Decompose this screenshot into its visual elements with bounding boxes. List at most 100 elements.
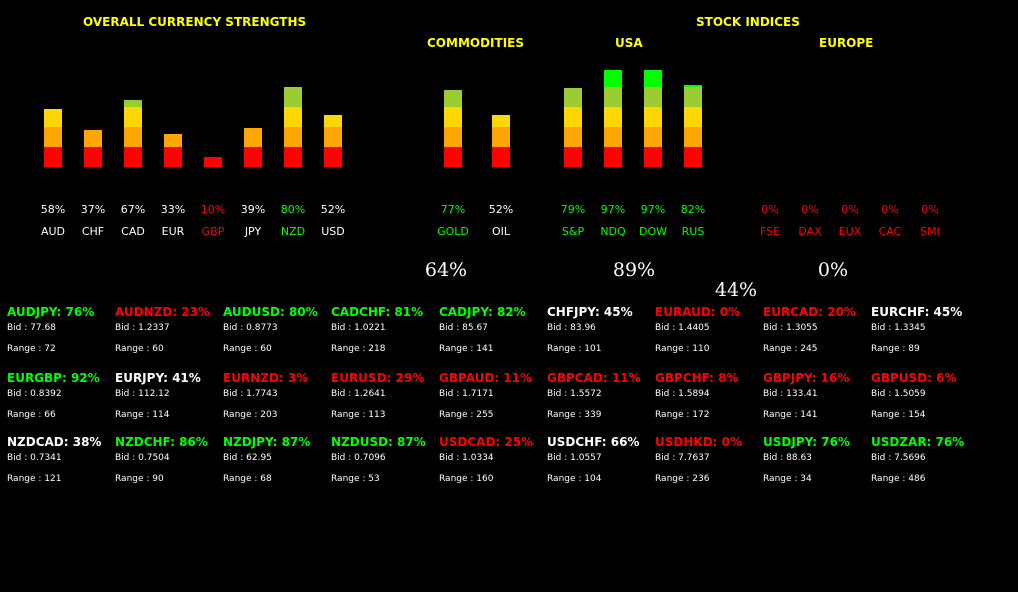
pair-range: Range : 53 — [331, 474, 380, 484]
strength-percent-eux: 0% — [841, 203, 859, 216]
currency-pair-cadchf: CADCHF: 81% Bid : 1.0221 Range : 218 — [331, 305, 439, 354]
pair-range: Range : 236 — [655, 474, 710, 484]
currency-pair-eurusd: EURUSD: 29% Bid : 1.2641 Range : 113 — [331, 371, 439, 420]
category-label-usd: USD — [321, 225, 345, 238]
bar-segment-rus — [684, 147, 702, 167]
strength-percent-rus: 82% — [680, 203, 706, 216]
pair-name: USDJPY: 76% — [763, 435, 850, 449]
pair-bid: Bid : 112.12 — [115, 389, 170, 399]
category-label-eux: EUX — [838, 225, 862, 238]
bar-segment-gold — [444, 107, 462, 127]
pair-name: AUDUSD: 80% — [223, 305, 318, 319]
pair-name: EURNZD: 3% — [223, 371, 309, 385]
pair-name: USDZAR: 76% — [871, 435, 965, 449]
strength-percent-cad: 67% — [120, 203, 146, 216]
currency-pair-eurchf: EURCHF: 45% Bid : 1.3345 Range : 89 — [871, 305, 979, 354]
strength-percent-nzd: 80% — [280, 203, 306, 216]
strength-percent-chf: 37% — [80, 203, 106, 216]
currency-pair-usdcad: USDCAD: 25% Bid : 1.0334 Range : 160 — [439, 435, 547, 484]
strength-percent-cac: 0% — [881, 203, 899, 216]
currency-pair-usdjpy: USDJPY: 76% Bid : 88.63 Range : 34 — [763, 435, 871, 484]
strength-percent-usd: 52% — [320, 203, 346, 216]
category-label-gbp: GBP — [201, 225, 225, 238]
bar-segment-ndq — [604, 70, 622, 87]
commodities-summary: 64% — [424, 259, 468, 281]
pair-bid: Bid : 0.8773 — [223, 323, 278, 333]
strength-percent-ndq: 97% — [600, 203, 626, 216]
pair-bid: Bid : 7.5696 — [871, 453, 926, 463]
pair-bid: Bid : 0.7504 — [115, 453, 170, 463]
currency-pair-nzdchf: NZDCHF: 86% Bid : 0.7504 Range : 90 — [115, 435, 223, 484]
category-label-sp: S&P — [561, 225, 585, 238]
bar-segment-gbp — [204, 157, 222, 167]
currency-pair-audjpy: AUDJPY: 76% Bid : 77.68 Range : 72 — [7, 305, 115, 354]
strength-percent-sp: 79% — [560, 203, 586, 216]
bar-segment-cad — [124, 107, 142, 127]
pair-range: Range : 160 — [439, 474, 494, 484]
bar-segment-rus — [684, 127, 702, 147]
bar-segment-dow — [644, 87, 662, 107]
currency-pair-eurgbp: EURGBP: 92% Bid : 0.8392 Range : 66 — [7, 371, 115, 420]
strength-percent-gbp: 10% — [200, 203, 226, 216]
pair-range: Range : 114 — [115, 410, 170, 420]
pair-name: GBPUSD: 6% — [871, 371, 957, 385]
pair-name: EURJPY: 41% — [115, 371, 201, 385]
bar-segment-dow — [644, 147, 662, 167]
pair-bid: Bid : 1.2337 — [115, 323, 170, 333]
overall-stock-summary: 44% — [714, 279, 758, 301]
bar-segment-sp — [564, 127, 582, 147]
category-label-nzd: NZD — [280, 225, 306, 238]
pair-range: Range : 101 — [547, 344, 602, 354]
pair-range: Range : 203 — [223, 410, 278, 420]
bar-segment-eur — [164, 134, 182, 147]
bar-segment-jpy — [244, 147, 262, 167]
pair-range: Range : 60 — [115, 344, 164, 354]
pair-range: Range : 68 — [223, 474, 272, 484]
pair-name: USDCHF: 66% — [547, 435, 640, 449]
pair-bid: Bid : 7.7637 — [655, 453, 710, 463]
pair-name: EURUSD: 29% — [331, 371, 425, 385]
bar-segment-chf — [84, 147, 102, 167]
pair-range: Range : 245 — [763, 344, 818, 354]
pair-name: AUDNZD: 23% — [115, 305, 211, 319]
pair-bid: Bid : 1.7743 — [223, 389, 278, 399]
pair-range: Range : 66 — [7, 410, 56, 420]
pair-bid: Bid : 1.3055 — [763, 323, 818, 333]
pair-range: Range : 486 — [871, 474, 926, 484]
pair-bid: Bid : 0.7341 — [7, 453, 62, 463]
bar-segment-dow — [644, 107, 662, 127]
bar-segment-sp — [564, 107, 582, 127]
currency-pair-eurjpy: EURJPY: 41% Bid : 112.12 Range : 114 — [115, 371, 223, 420]
strength-percent-smi: 0% — [921, 203, 939, 216]
bar-segment-dow — [644, 127, 662, 147]
europe-summary: 0% — [817, 259, 849, 281]
pair-bid: Bid : 133.41 — [763, 389, 818, 399]
pair-name: NZDUSD: 87% — [331, 435, 426, 449]
strength-percent-fse: 0% — [761, 203, 779, 216]
bar-segment-cad — [124, 100, 142, 107]
bar-segment-oil — [492, 147, 510, 167]
usa-header: USA — [615, 36, 643, 50]
bar-segment-usd — [324, 147, 342, 167]
pair-range: Range : 60 — [223, 344, 272, 354]
currency-pair-audnzd: AUDNZD: 23% Bid : 1.2337 Range : 60 — [115, 305, 223, 354]
bar-segment-cad — [124, 147, 142, 167]
pair-bid: Bid : 1.0221 — [331, 323, 386, 333]
bar-segment-ndq — [604, 127, 622, 147]
bar-segment-nzd — [284, 127, 302, 147]
strength-percent-gold: 77% — [440, 203, 466, 216]
pair-range: Range : 141 — [763, 410, 818, 420]
bar-segment-rus — [684, 107, 702, 127]
commodities-header: COMMODITIES — [427, 36, 525, 50]
currency-pair-gbpjpy: GBPJPY: 16% Bid : 133.41 Range : 141 — [763, 371, 871, 420]
pair-range: Range : 121 — [7, 474, 62, 484]
currency-pair-eurnzd: EURNZD: 3% Bid : 1.7743 Range : 203 — [223, 371, 331, 420]
category-label-cad: CAD — [121, 225, 145, 238]
category-label-smi: SMI — [920, 225, 940, 238]
bar-segment-aud — [44, 147, 62, 167]
bar-segment-usd — [324, 115, 342, 127]
pair-range: Range : 172 — [655, 410, 710, 420]
pair-bid: Bid : 1.2641 — [331, 389, 386, 399]
category-label-dow: DOW — [638, 225, 667, 238]
bar-segment-sp — [564, 88, 582, 107]
